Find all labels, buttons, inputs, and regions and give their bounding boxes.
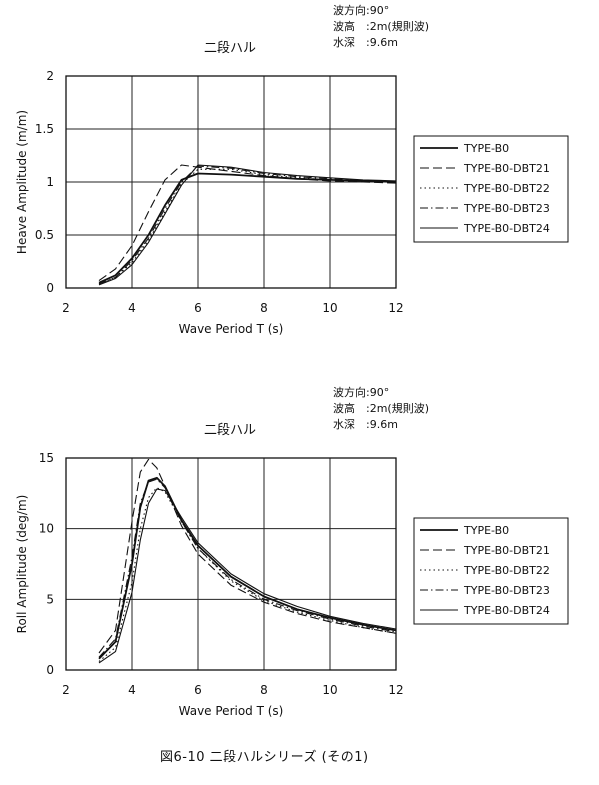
series-line-1 [98,164,397,282]
roll-chart: 二段ハル 波方向:90° 波高 :2m(規則波) 水深 :9.6m 2 4 6 8 10 12 0 5… [0,382,599,752]
x-tick-label: 6 [194,683,202,697]
y-tick-label: 5 [46,592,54,606]
series-line-0 [98,172,397,284]
x-tick-label: 10 [322,683,337,697]
chart-title: 二段ハル [204,423,256,438]
series-line-2 [98,168,397,285]
series-line-2 [98,487,397,662]
condition-text: 波方向:90° [333,385,389,399]
series-line-4 [98,488,397,664]
x-axis-label: Wave Period T (s) [179,322,284,336]
heave-chart: 二段ハル 波方向:90° 波高 :2m(規則波) 水深 :9.6m 2 4 6 8 10 12 0 0… [0,0,599,370]
chart-title: 二段ハル [204,41,256,56]
x-tick-label: 12 [388,683,403,697]
y-tick-label: 10 [39,522,54,536]
legend-label: TYPE-B0-DBT23 [463,584,550,597]
series-line-3 [98,165,397,285]
y-tick-label: 0 [46,663,54,677]
x-tick-label: 4 [128,683,136,697]
legend-label: TYPE-B0-DBT22 [463,564,550,577]
y-tick-label: 0 [46,281,54,295]
series-line-0 [98,476,397,660]
y-tick-label: 1 [46,175,54,189]
x-tick-label: 10 [322,301,337,315]
y-tick-label: 2 [46,69,54,83]
legend-box [413,135,569,243]
x-tick-label: 4 [128,301,136,315]
series-line-3 [98,478,397,658]
condition-text: 波方向:90° [333,3,389,17]
y-tick-label: 15 [39,451,54,465]
x-tick-label: 2 [62,683,70,697]
y-axis-label: Heave Amplitude (m/m) [15,110,29,254]
legend-label: TYPE-B0-DBT21 [463,162,550,175]
legend-label: TYPE-B0-DBT23 [463,202,550,215]
legend-label: TYPE-B0 [463,142,509,155]
legend-label: TYPE-B0 [463,524,509,537]
x-tick-label: 12 [388,301,403,315]
legend-label: TYPE-B0-DBT21 [463,544,550,557]
series-line-1 [98,458,397,654]
legend-label: TYPE-B0-DBT22 [463,182,550,195]
x-tick-label: 8 [260,683,268,697]
series-line-4 [98,164,397,286]
legend-box [413,517,569,625]
condition-text: 水深 :9.6m [333,36,398,49]
x-tick-label: 6 [194,301,202,315]
y-tick-label: 0.5 [35,228,54,242]
legend-label: TYPE-B0-DBT24 [463,222,550,235]
legend-label: TYPE-B0-DBT24 [463,604,550,617]
y-tick-label: 1.5 [35,122,54,136]
x-axis-label: Wave Period T (s) [179,704,284,718]
plot-frame [65,457,397,671]
x-tick-label: 2 [62,301,70,315]
condition-text: 波高 :2m(規則波) [333,401,429,415]
x-tick-label: 8 [260,301,268,315]
figure-caption: 図6-10 二段ハルシリーズ (その1) [160,750,369,765]
condition-text: 波高 :2m(規則波) [333,19,429,33]
y-axis-label: Roll Amplitude (deg/m) [15,495,29,634]
condition-text: 水深 :9.6m [333,418,398,431]
